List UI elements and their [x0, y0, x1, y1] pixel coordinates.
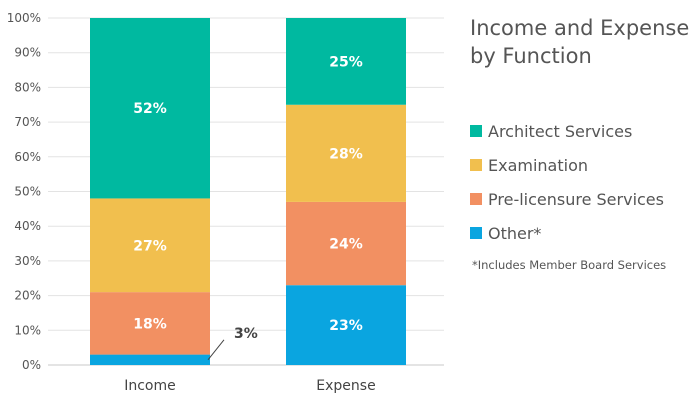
data-label: 52% — [133, 101, 167, 117]
bar-segment — [90, 292, 210, 355]
bar-segment — [286, 18, 406, 105]
chart-title-line-1: Income and Expense — [470, 16, 690, 40]
bar-segment — [90, 198, 210, 293]
y-tick-label: 70% — [14, 115, 41, 129]
y-tick-label: 50% — [14, 185, 41, 199]
x-category-label: Expense — [316, 378, 375, 394]
legend-label: Pre-licensure Services — [488, 189, 664, 209]
legend-swatch — [470, 193, 482, 205]
y-tick-label: 80% — [14, 80, 41, 94]
bar-segment — [90, 354, 210, 365]
y-tick-label: 60% — [14, 150, 41, 164]
callout-data-label: 3% — [234, 326, 258, 342]
y-tick-label: 30% — [14, 254, 41, 268]
footnote: *Includes Member Board Services — [472, 258, 667, 272]
chart-title-line-2: by Function — [470, 44, 592, 68]
y-tick-label: 20% — [14, 289, 41, 303]
bar-segment — [286, 285, 406, 365]
legend-label: Examination — [488, 155, 589, 175]
legend-label: Architect Services — [488, 121, 633, 141]
chart-title: Income and Expense by Function — [470, 14, 690, 70]
bar-segment — [90, 18, 210, 199]
y-tick-label: 0% — [22, 358, 41, 372]
data-label: 23% — [329, 318, 363, 334]
data-label: 28% — [329, 146, 363, 162]
bar-segment — [286, 201, 406, 286]
y-tick-label: 40% — [14, 219, 41, 233]
legend: Architect Services Examination Pre-licen… — [470, 114, 664, 250]
data-label: 18% — [133, 316, 167, 332]
y-tick-label: 90% — [14, 46, 41, 60]
data-label: 24% — [329, 237, 363, 253]
y-tick-label: 10% — [14, 323, 41, 337]
callout-leader-line — [207, 339, 225, 361]
legend-item-architect-services: Architect Services — [470, 114, 664, 148]
y-tick-label: 100% — [7, 11, 41, 25]
legend-label: Other* — [488, 223, 542, 243]
legend-swatch — [470, 125, 482, 137]
legend-item-examination: Examination — [470, 148, 664, 182]
bar-segment — [286, 104, 406, 202]
legend-swatch — [470, 227, 482, 239]
data-label: 25% — [329, 54, 363, 70]
legend-item-other: Other* — [470, 216, 664, 250]
data-label: 27% — [133, 238, 167, 254]
x-category-label: Income — [124, 378, 176, 394]
legend-swatch — [470, 159, 482, 171]
legend-item-pre-licensure-services: Pre-licensure Services — [470, 182, 664, 216]
